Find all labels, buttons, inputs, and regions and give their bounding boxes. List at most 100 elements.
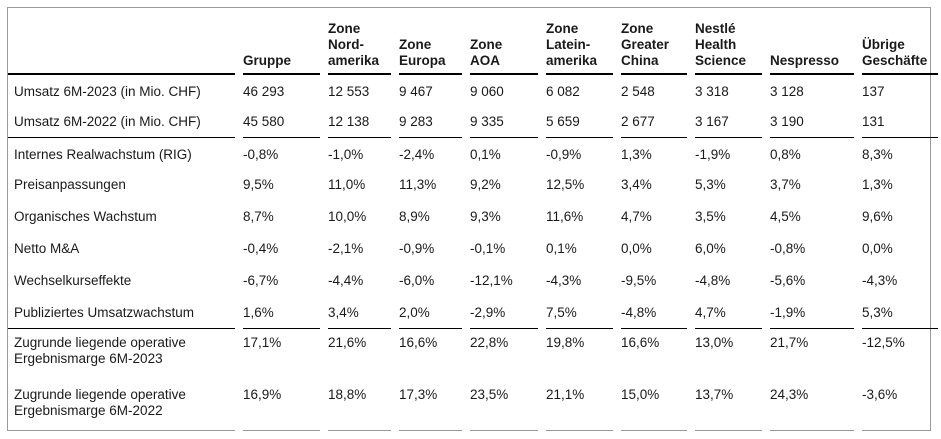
column-gap — [613, 8, 621, 75]
table-row: Umsatz 6M-2023 (in Mio. CHF) 46 293 12 553… — [8, 75, 938, 106]
column-header-line: Health — [695, 37, 737, 52]
table-cell: 1,6% — [243, 297, 320, 329]
column-gap — [854, 138, 862, 169]
table-cell: -2,9% — [470, 297, 538, 329]
table-cell: 17,1% — [243, 335, 282, 350]
column-gap — [235, 75, 243, 106]
column-gap — [538, 169, 546, 201]
column-gap — [762, 106, 770, 138]
column-header-line: Zone — [399, 37, 432, 52]
column-gap — [462, 138, 470, 169]
table-cell: 11,6% — [546, 209, 584, 224]
column-header-line: Greater — [621, 37, 670, 52]
table-cell: 11,0% — [328, 177, 366, 192]
column-gap — [235, 381, 243, 433]
table-cell: 2,0% — [399, 297, 462, 329]
column-gap — [762, 169, 770, 201]
table-cell: -12,5% — [862, 335, 905, 350]
table-cell: 7,5% — [546, 297, 613, 329]
table-cell: 9,5% — [243, 177, 274, 192]
column-gap — [391, 75, 399, 106]
column-gap — [762, 297, 770, 329]
column-gap — [391, 329, 399, 381]
column-gap — [538, 201, 546, 233]
column-gap — [613, 75, 621, 106]
column-gap — [235, 265, 243, 297]
column-gap — [762, 329, 770, 381]
table-cell: -6,0% — [399, 273, 435, 288]
column-gap — [613, 265, 621, 297]
column-gap — [462, 233, 470, 265]
column-gap — [462, 297, 470, 329]
column-gap — [462, 75, 470, 106]
table-cell: -2,4% — [399, 147, 435, 162]
table-cell: 18,8% — [328, 387, 367, 402]
table-row: Preisanpassungen 9,5% 11,0% 11,3% 9,2% 12,5% 3… — [8, 169, 938, 201]
column-gap — [320, 297, 328, 329]
row-label: Publiziertes Umsatzwachstum — [8, 297, 235, 329]
column-gap — [762, 381, 770, 433]
column-gap — [391, 233, 399, 265]
column-gap — [462, 381, 470, 433]
table-cell: -1,0% — [328, 147, 364, 162]
table-cell: 16,6% — [399, 335, 438, 350]
table-cell: -9,5% — [621, 273, 657, 288]
column-gap — [320, 329, 328, 381]
table-cell: 3 167 — [695, 106, 762, 138]
table-row: Umsatz 6M-2022 (in Mio. CHF) 45 580 12 138… — [8, 106, 938, 138]
table-cell: 12 553 — [328, 84, 370, 99]
column-gap — [391, 138, 399, 169]
column-gap — [762, 75, 770, 106]
table-cell: 13,7% — [695, 387, 734, 402]
table-cell: 3 318 — [695, 84, 729, 99]
column-gap — [854, 8, 862, 75]
results-table-frame: Gruppe Zone Nord-amerika Zone Europa Zone AOA Z… — [7, 7, 938, 433]
table-cell: 13,0% — [695, 335, 734, 350]
column-gap — [391, 8, 399, 75]
table-row: Internes Realwachstum (RIG) -0,8% -1,0% -2,… — [8, 138, 938, 169]
table-cell: 12,5% — [546, 177, 585, 192]
column-gap — [613, 106, 621, 138]
table-cell: 3 128 — [770, 84, 804, 99]
column-gap — [235, 201, 243, 233]
column-gap — [854, 329, 862, 381]
table-cell: 3,4% — [328, 297, 391, 329]
table-cell: 15,0% — [621, 387, 660, 402]
table-cell: 10,0% — [328, 209, 367, 224]
table-cell: 3,5% — [695, 209, 726, 224]
column-gap — [320, 201, 328, 233]
column-gap — [462, 8, 470, 75]
table-cell: 9 335 — [470, 106, 538, 138]
column-header-line: Übrige — [862, 37, 905, 52]
table-cell: -1,9% — [695, 147, 731, 162]
table-cell: 12 138 — [328, 106, 391, 138]
table-cell: -0,8% — [243, 147, 279, 162]
column-gap — [687, 138, 695, 169]
table-cell: 17,3% — [399, 387, 438, 402]
column-header-line: Latein- — [546, 37, 591, 52]
row-label: Zugrunde liegende operative Ergebnismarge… — [8, 381, 235, 433]
column-gap — [320, 138, 328, 169]
column-gap — [320, 169, 328, 201]
table-cell: 8,7% — [243, 209, 274, 224]
table-cell: 1,3% — [621, 147, 652, 162]
column-gap — [320, 233, 328, 265]
table-cell: -6,7% — [243, 273, 279, 288]
table-cell: -4,8% — [695, 273, 731, 288]
column-header: Zone Europa — [399, 8, 462, 75]
table-cell: 1,3% — [862, 177, 893, 192]
table-cell: 2 677 — [621, 106, 687, 138]
table-cell: -5,6% — [770, 273, 806, 288]
column-gap — [320, 381, 328, 433]
table-cell: 6 082 — [546, 84, 580, 99]
column-gap — [391, 169, 399, 201]
column-gap — [462, 106, 470, 138]
table-row: Organisches Wachstum 8,7% 10,0% 8,9% 9,3% 11,… — [8, 201, 938, 233]
table-cell: 3 190 — [770, 106, 854, 138]
table-cell: -2,1% — [328, 241, 364, 256]
table-cell: 19,8% — [546, 335, 585, 350]
table-cell: 9 283 — [399, 106, 462, 138]
column-header-line: AOA — [470, 53, 500, 68]
column-gap — [462, 329, 470, 381]
column-gap — [687, 8, 695, 75]
